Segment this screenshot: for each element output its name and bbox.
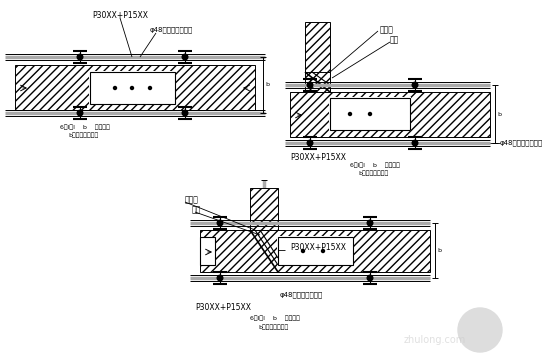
Polygon shape [200, 237, 215, 265]
Text: b内施工方案决定: b内施工方案决定 [258, 324, 288, 330]
Circle shape [412, 140, 418, 146]
Polygon shape [200, 230, 430, 272]
Polygon shape [250, 188, 278, 230]
Text: 6分l、l    b    分个干块: 6分l、l b 分个干块 [250, 315, 300, 321]
Circle shape [148, 86, 152, 90]
Circle shape [301, 249, 305, 253]
Text: b: b [497, 111, 501, 117]
Circle shape [182, 54, 188, 60]
Polygon shape [290, 92, 490, 137]
Text: φ48钉管每层模四道: φ48钉管每层模四道 [500, 140, 543, 146]
Polygon shape [277, 236, 354, 266]
Polygon shape [329, 97, 411, 131]
Circle shape [77, 110, 83, 116]
Circle shape [458, 308, 502, 352]
Circle shape [307, 82, 313, 88]
Text: 木模: 木模 [192, 205, 201, 215]
Polygon shape [89, 71, 176, 105]
Text: P30XX+P15XX: P30XX+P15XX [290, 244, 346, 253]
Circle shape [348, 113, 352, 115]
Text: P30XX+P15XX: P30XX+P15XX [195, 303, 251, 313]
Text: 木模: 木模 [390, 36, 399, 45]
Circle shape [77, 54, 83, 60]
Circle shape [307, 140, 313, 146]
Text: b: b [265, 82, 269, 87]
Text: φ48钉管每层模四道: φ48钉管每层模四道 [280, 292, 323, 298]
Text: 阴角模: 阴角模 [185, 196, 199, 204]
Text: φ48钉管每层模四道: φ48钉管每层模四道 [150, 27, 193, 33]
Text: 6分l、l    b    分个干块: 6分l、l b 分个干块 [350, 162, 400, 168]
Text: P30XX+P15XX: P30XX+P15XX [92, 12, 148, 20]
Polygon shape [305, 72, 330, 92]
Polygon shape [278, 237, 353, 265]
Circle shape [217, 220, 223, 226]
Text: b内施工方案决定: b内施工方案决定 [68, 132, 98, 138]
Polygon shape [305, 22, 330, 92]
Text: P30XX+P15XX: P30XX+P15XX [290, 152, 346, 162]
Text: b: b [437, 248, 441, 253]
Circle shape [368, 113, 371, 115]
Circle shape [321, 249, 324, 253]
Circle shape [412, 82, 418, 88]
Circle shape [367, 220, 373, 226]
Text: 6分l、l    b    分个干块: 6分l、l b 分个干块 [60, 124, 110, 130]
Polygon shape [90, 72, 175, 104]
Polygon shape [330, 98, 410, 130]
Text: 阴角模: 阴角模 [380, 25, 394, 34]
Circle shape [182, 110, 188, 116]
Circle shape [217, 275, 223, 281]
Circle shape [367, 275, 373, 281]
Circle shape [114, 86, 116, 90]
Circle shape [130, 86, 133, 90]
Text: b内施工方案决定: b内施工方案决定 [358, 170, 388, 176]
Text: zhulong.com: zhulong.com [404, 335, 466, 345]
Polygon shape [15, 65, 255, 110]
